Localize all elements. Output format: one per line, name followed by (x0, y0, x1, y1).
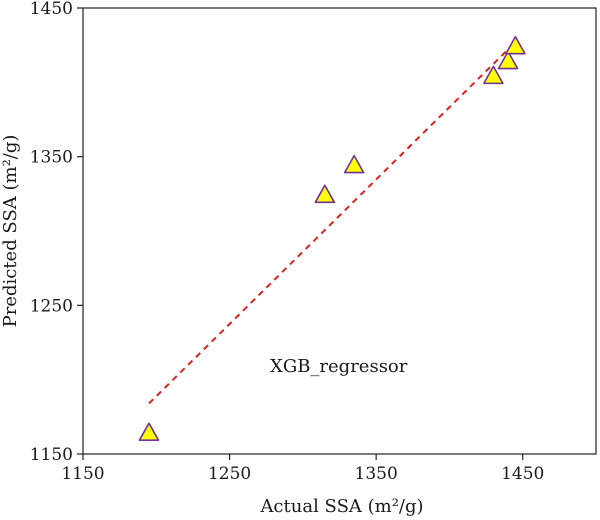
y-tick-label: 1250 (30, 296, 73, 316)
data-point-triangle (343, 154, 365, 174)
fit-line (148, 41, 517, 405)
data-point-triangle (483, 65, 504, 85)
x-tick-label: 1150 (61, 464, 104, 484)
data-points (138, 35, 526, 441)
x-tick-label: 1350 (355, 464, 398, 484)
x-axis-label: Actual SSA (m²/g) (259, 496, 423, 517)
y-tick-label: 1150 (30, 445, 73, 465)
x-tick-label: 1450 (501, 464, 544, 484)
x-axis-ticks: 1150 1250 1350 1450 (61, 454, 544, 484)
fit-line-group (148, 41, 517, 405)
data-point-triangle (314, 184, 336, 204)
y-axis-label: Predicted SSA (m²/g) (0, 135, 21, 328)
data-point-triangle (497, 50, 519, 70)
y-tick-label: 1450 (30, 0, 73, 19)
y-tick-label: 1350 (30, 148, 73, 168)
x-tick-label: 1250 (208, 464, 251, 484)
plot-frame (82, 7, 597, 455)
data-point-triangle (505, 35, 526, 55)
y-axis-ticks: 1150 1250 1350 1450 (30, 0, 83, 465)
data-point-triangle (138, 422, 160, 441)
annotation-label: XGB_regressor (270, 356, 408, 377)
